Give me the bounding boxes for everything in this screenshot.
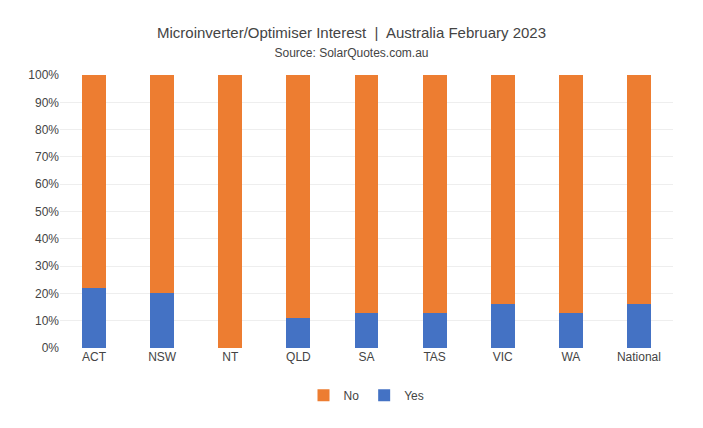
svg-text:20%: 20%: [35, 287, 59, 301]
svg-text:NSW: NSW: [148, 350, 177, 364]
svg-text:QLD: QLD: [286, 350, 311, 364]
svg-text:Yes: Yes: [404, 389, 424, 403]
svg-text:TAS: TAS: [423, 350, 445, 364]
svg-text:WA: WA: [561, 350, 580, 364]
svg-text:10%: 10%: [35, 314, 59, 328]
svg-text:70%: 70%: [35, 150, 59, 164]
svg-text:0%: 0%: [42, 341, 60, 355]
svg-text:50%: 50%: [35, 205, 59, 219]
svg-text:VIC: VIC: [493, 350, 513, 364]
svg-text:National: National: [617, 350, 661, 364]
svg-text:90%: 90%: [35, 96, 59, 110]
svg-text:80%: 80%: [35, 123, 59, 137]
svg-text:60%: 60%: [35, 177, 59, 191]
svg-text:30%: 30%: [35, 259, 59, 273]
svg-text:NT: NT: [222, 350, 239, 364]
svg-text:No: No: [344, 389, 360, 403]
svg-text:100%: 100%: [28, 68, 59, 82]
svg-text:ACT: ACT: [82, 350, 107, 364]
svg-text:40%: 40%: [35, 232, 59, 246]
svg-text:Microinverter/Optimiser Intere: Microinverter/Optimiser Interest | Austr…: [157, 24, 546, 61]
svg-text:SA: SA: [358, 350, 374, 364]
